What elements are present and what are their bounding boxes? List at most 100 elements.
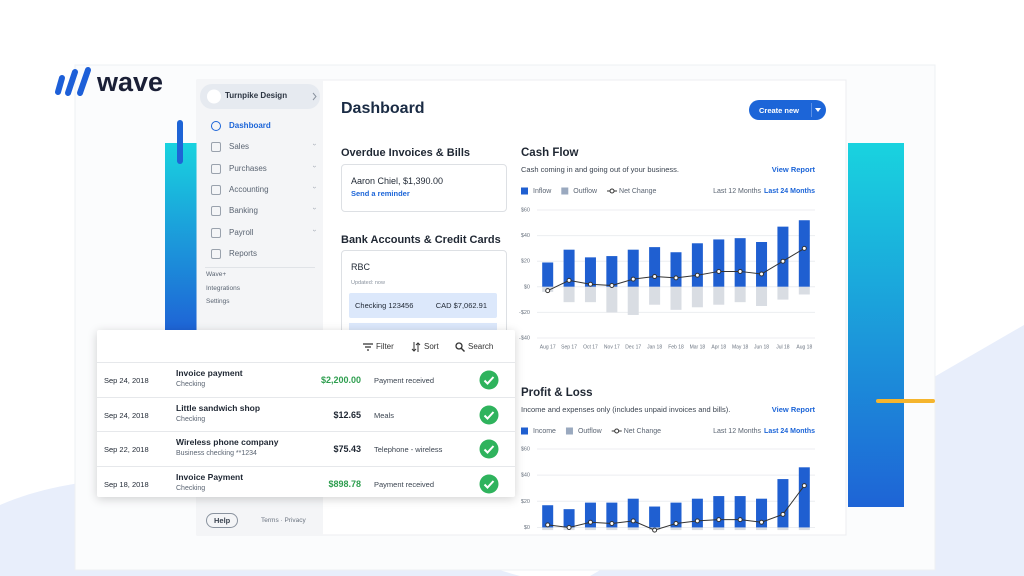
x-tick-label: Sep 17	[561, 344, 577, 350]
bar	[606, 502, 618, 528]
net-change-point	[759, 271, 765, 277]
transaction-row[interactable]: Sep 24, 2018 Invoice payment Checking $2,20…	[97, 362, 515, 397]
legal[interactable]: Terms · Privacy	[261, 517, 306, 524]
bar	[734, 238, 746, 287]
transaction-account: Business checking **1234	[176, 450, 257, 457]
y-tick-label: $60	[521, 446, 530, 452]
status-check[interactable]	[479, 370, 499, 390]
x-tick-label: Aug 17	[540, 344, 556, 350]
bank-updated: Updated: now	[351, 280, 385, 286]
bar	[777, 479, 789, 528]
net-change-point	[587, 519, 593, 525]
net-change-point	[566, 277, 572, 283]
nav-label: Purchases	[229, 164, 267, 173]
bank-card: RBC Updated: now Checking 123456 CAD $7,…	[341, 250, 507, 337]
account-balance: CAD $7,062.91	[435, 301, 487, 310]
y-tick-label: -$20	[519, 310, 530, 316]
transaction-category: Telephone - wireless	[374, 445, 443, 454]
status-check[interactable]	[479, 405, 499, 425]
status-check[interactable]	[479, 439, 499, 459]
x-tick-label: Mar 18	[690, 344, 706, 350]
bar	[734, 527, 746, 531]
net-change-point	[609, 283, 615, 289]
bar	[649, 247, 661, 287]
logo: wave	[96, 67, 163, 97]
transaction-row[interactable]: Sep 24, 2018 Little sandwich shop Checking…	[97, 396, 515, 432]
nav-item[interactable]: Purchases ›	[205, 162, 317, 176]
net-change-point	[780, 258, 786, 264]
bar	[798, 286, 810, 295]
transaction-description: Invoice Payment	[176, 471, 244, 482]
x-tick-label: Apr 18	[711, 344, 726, 350]
view-report[interactable]: View Report	[772, 405, 816, 414]
nav-item[interactable]: Reports	[205, 247, 317, 261]
legend-label: Outflow	[573, 188, 598, 195]
tool-icon	[455, 342, 465, 352]
tool-icon	[363, 343, 373, 351]
reminder-link[interactable]: Send a reminder	[351, 189, 410, 198]
decor-column	[165, 143, 199, 330]
bar	[756, 286, 768, 306]
status-check[interactable]	[479, 474, 499, 494]
section-heading: Overdue Invoices & Bills	[341, 147, 470, 159]
bar	[691, 498, 703, 528]
transaction-account: Checking	[176, 381, 206, 388]
nav-item[interactable]: Accounting ›	[205, 183, 317, 197]
nav-icon	[211, 142, 221, 152]
bar	[798, 220, 810, 287]
bar	[542, 262, 554, 287]
bar	[691, 527, 703, 531]
legend-swatch	[614, 428, 620, 434]
create-button[interactable]: Create new	[749, 100, 826, 120]
net-change-point	[780, 511, 786, 517]
transaction-category: Meals	[374, 410, 395, 420]
view-report[interactable]: View Report	[772, 165, 816, 174]
bar	[713, 527, 725, 531]
transaction-amount: $12.65	[333, 409, 361, 420]
transaction-row[interactable]: Sep 18, 2018 Invoice Payment Checking $898.…	[97, 465, 515, 501]
bar	[584, 257, 596, 287]
range-option[interactable]: Last 24 Months	[764, 428, 815, 435]
y-tick-label: $20	[521, 259, 530, 265]
range-option[interactable]: Last 24 Months	[764, 188, 815, 195]
x-tick-label: Jan 18	[647, 344, 662, 350]
page-title: Dashboard	[341, 100, 425, 117]
bar	[606, 286, 618, 313]
transaction-date: Sep 18, 2018	[104, 479, 149, 489]
separator	[811, 103, 812, 117]
transactions-card: Filter Sort Search Sep 24, 2018 Invoice paym…	[97, 330, 515, 497]
bar	[777, 527, 789, 531]
bar	[670, 527, 682, 531]
nav-icon	[211, 249, 221, 259]
nav-item[interactable]: Payroll ›	[205, 226, 317, 240]
transaction-amount: $2,200.00	[320, 375, 361, 385]
bar	[777, 286, 789, 300]
range-option[interactable]: Last 12 Months	[713, 428, 761, 435]
bar	[627, 527, 639, 531]
nav-item[interactable]: Dashboard	[205, 119, 317, 133]
decor-column	[848, 143, 904, 507]
net-change-point	[801, 483, 807, 489]
tool-label: Sort	[424, 342, 439, 351]
nav-icon	[211, 185, 221, 195]
bar	[563, 249, 575, 287]
bar	[606, 256, 618, 287]
bar	[627, 249, 639, 287]
nav-divider	[205, 267, 315, 268]
nav-secondary[interactable]: Wave+	[206, 271, 227, 278]
net-change-point	[737, 517, 743, 523]
nav-icon	[211, 121, 221, 131]
nav-secondary[interactable]: Integrations	[206, 285, 240, 292]
bar	[713, 496, 725, 528]
nav-item[interactable]: Sales ›	[205, 140, 317, 154]
nav-item[interactable]: Banking ›	[205, 204, 317, 218]
bar	[713, 286, 725, 305]
transaction-row[interactable]: Sep 22, 2018 Wireless phone company Busine…	[97, 431, 515, 466]
bar	[798, 467, 810, 528]
help-button[interactable]: Help	[206, 513, 239, 528]
account-row[interactable]: Checking 123456 CAD $7,062.91	[349, 293, 497, 318]
range-option[interactable]: Last 12 Months	[713, 188, 761, 195]
bar	[756, 527, 768, 531]
nav-secondary[interactable]: Settings	[206, 298, 230, 305]
bar	[542, 527, 554, 531]
